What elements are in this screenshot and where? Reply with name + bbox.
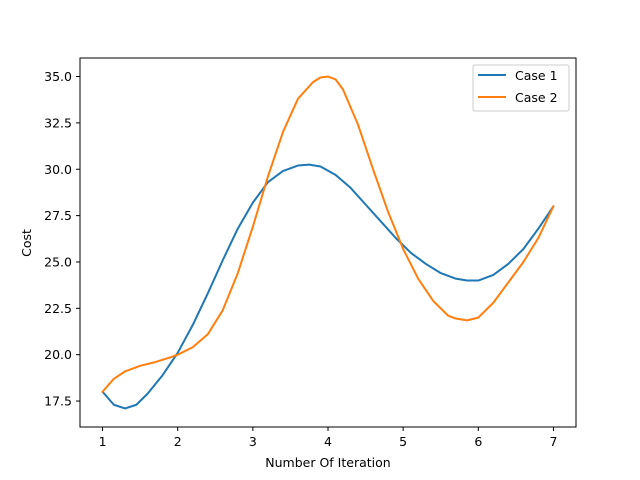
y-tick-label: 30.0: [44, 162, 72, 177]
y-tick-label: 17.5: [44, 394, 72, 409]
y-axis-label: Cost: [19, 229, 34, 257]
x-tick-label: 5: [399, 434, 407, 449]
x-tick-label: 4: [324, 434, 332, 449]
y-tick-label: 20.0: [44, 347, 72, 362]
y-tick-label: 32.5: [44, 115, 72, 130]
x-tick-label: 3: [249, 434, 257, 449]
y-axis-ticks: 17.5 20.0 22.5 25.0 27.5 30.0 32.5 35.0: [44, 69, 80, 409]
x-axis-ticks: 1 2 3 4 5 6 7: [99, 427, 557, 449]
legend-label-case-2: Case 2: [515, 90, 558, 105]
legend: Case 1 Case 2: [472, 64, 570, 112]
x-tick-label: 7: [549, 434, 557, 449]
x-tick-label: 6: [474, 434, 482, 449]
y-tick-label: 25.0: [44, 254, 72, 269]
y-tick-label: 35.0: [44, 69, 72, 84]
x-axis-label: Number Of Iteration: [265, 455, 390, 470]
series-line-case-1: [101, 163, 555, 410]
x-tick-label: 1: [99, 434, 107, 449]
y-tick-label: 22.5: [44, 301, 72, 316]
y-tick-label: 27.5: [44, 208, 72, 223]
series-layer: [101, 75, 555, 410]
x-tick-label: 2: [174, 434, 182, 449]
series-line-case-2: [101, 75, 555, 393]
legend-box: [472, 64, 570, 112]
legend-label-case-1: Case 1: [515, 68, 558, 83]
